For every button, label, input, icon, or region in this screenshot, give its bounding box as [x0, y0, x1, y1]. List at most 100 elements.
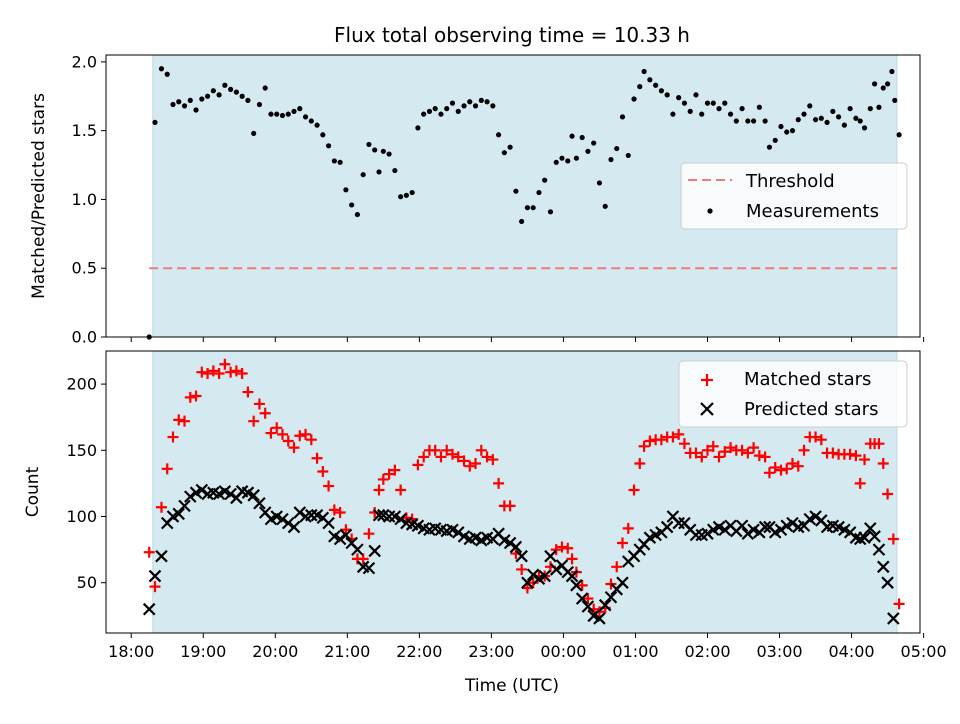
matched-star-point: [323, 480, 335, 492]
predicted-star-point: [872, 543, 886, 556]
predicted-star-point: [701, 527, 714, 540]
matched-star-point: [446, 448, 458, 460]
matched-star-point: [556, 541, 568, 553]
measurement-point: [739, 106, 745, 112]
matched-star-point: [707, 440, 719, 452]
matched-star-point: [763, 467, 775, 479]
matched-star-point: [854, 477, 866, 489]
predicted-star-point: [521, 576, 534, 589]
measurement-point: [325, 143, 332, 149]
measurement-point: [181, 103, 188, 109]
measurement-point: [619, 114, 626, 120]
predicted-star-point: [538, 569, 551, 583]
measurement-point: [889, 68, 895, 75]
measurement-point: [152, 119, 158, 126]
matched-star-point: [622, 522, 634, 534]
measurement-point: [687, 108, 693, 114]
matched-star-point: [844, 448, 856, 460]
predicted-star-point: [718, 523, 732, 537]
predicted-star-point: [526, 568, 540, 582]
predicted-star-point: [598, 598, 612, 612]
measurement-point: [847, 106, 853, 112]
measurement-point: [239, 93, 245, 99]
measurement-point: [204, 93, 211, 99]
matched-star-point: [383, 468, 395, 480]
matched-star-point: [815, 434, 827, 446]
predicted-star-point: [247, 489, 260, 502]
matched-star-point: [701, 444, 713, 456]
measurement-point: [830, 108, 836, 114]
matched-star-point: [363, 528, 375, 540]
predicted-star-point: [382, 510, 396, 523]
measurement-point: [801, 111, 807, 117]
measurement-point: [585, 148, 591, 154]
measurement-point: [789, 128, 796, 134]
measurement-point: [653, 82, 659, 88]
matched-star-point: [196, 366, 208, 378]
measurement-point: [733, 118, 739, 124]
predicted-star-point: [593, 612, 606, 625]
measurement-point: [670, 111, 676, 117]
matched-star-point: [719, 446, 731, 458]
predicted-star-point: [178, 499, 191, 513]
x-axis-label: Time (UTC): [464, 676, 559, 696]
measurement-point: [762, 118, 768, 124]
measurement-point: [608, 156, 614, 163]
bottom-y-tick-label: 150: [66, 441, 97, 460]
measurement-point: [513, 188, 519, 194]
predicted-star-point: [305, 508, 318, 522]
matched-star-point: [470, 458, 482, 470]
measurement-point: [704, 100, 711, 106]
matched-star-point: [487, 454, 499, 466]
matched-star-point: [395, 484, 407, 496]
predicted-star-point: [148, 569, 162, 583]
measurement-point: [432, 106, 438, 112]
measurement-point: [216, 92, 222, 98]
measurement-point: [664, 92, 670, 98]
bottom-y-tick-label: 200: [66, 375, 97, 394]
measurement-point: [861, 125, 868, 131]
predicted-star-point: [333, 532, 347, 546]
measurement-point: [853, 115, 859, 121]
matched-star-point: [527, 577, 539, 589]
predicted-star-point: [362, 561, 376, 575]
matched-star-point: [634, 458, 646, 470]
bottom-legend-box: [678, 360, 908, 428]
bottom-x-tick-label: 21:00: [324, 642, 370, 661]
top-y-tick-label: 1.5: [72, 121, 97, 140]
predicted-star-point: [276, 512, 289, 526]
matched-star-point: [236, 368, 248, 380]
measurement-point: [795, 117, 801, 123]
predicted-star-point: [735, 519, 749, 533]
measurement-point: [256, 101, 263, 108]
predicted-star-point: [253, 496, 266, 510]
predicted-star-point: [660, 520, 674, 534]
bottom-panel-marks: [142, 358, 905, 625]
matched-star-point: [673, 428, 685, 440]
top-y-tick-label: 0.5: [72, 259, 97, 278]
measurement-point: [559, 155, 565, 161]
measurement-point: [841, 122, 847, 128]
predicted-star-point: [372, 508, 386, 522]
bottom-x-tick-label: 19:00: [180, 642, 226, 661]
matched-star-point: [213, 368, 225, 380]
measurement-point: [158, 66, 165, 72]
bottom-x-tick-label: 23:00: [468, 642, 514, 661]
measurement-point: [210, 88, 216, 94]
matched-star-point: [271, 422, 283, 434]
matched-star-point: [566, 553, 578, 565]
matched-star-point: [412, 459, 424, 471]
top-panel-y-ticks: 0.0 0.5 1.0 1.5 2.0: [72, 52, 106, 347]
matched-star-point: [667, 431, 679, 443]
matched-star-point: [521, 582, 533, 594]
matched-star-point: [753, 450, 765, 462]
measurement-point: [727, 111, 734, 117]
matched-star-point: [259, 407, 271, 419]
matched-star-point: [276, 428, 288, 440]
matched-star-point: [742, 447, 754, 459]
measurement-point: [602, 203, 608, 209]
top-y-tick-label: 1.0: [72, 190, 97, 209]
measurement-point: [641, 68, 647, 75]
matched-star-point: [253, 398, 265, 410]
matched-star-point: [887, 533, 899, 545]
